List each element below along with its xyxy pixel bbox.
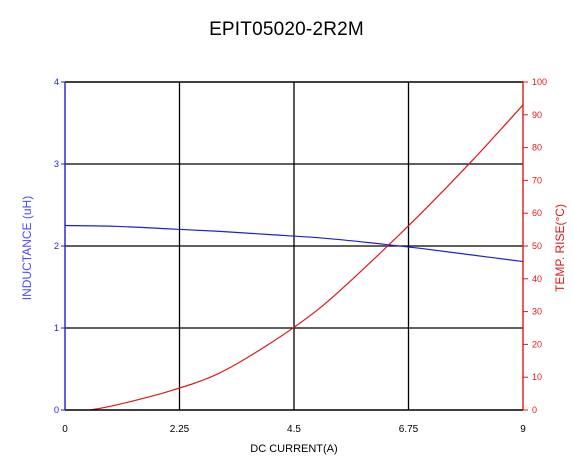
y-tick-label: 2 bbox=[54, 241, 59, 251]
y-tick-label: 0 bbox=[54, 405, 59, 415]
axes bbox=[61, 81, 528, 411]
y2-tick-label: 0 bbox=[532, 405, 537, 415]
x-tick-label: 2.25 bbox=[170, 424, 190, 435]
y2-tick-label: 20 bbox=[532, 339, 542, 349]
y2-tick-label: 30 bbox=[532, 307, 542, 317]
x-axis-label: DC CURRENT(A) bbox=[250, 443, 337, 455]
y2-tick-label: 40 bbox=[532, 274, 542, 284]
y-axis-label: INDUCTANCE (uH) bbox=[20, 196, 34, 300]
y2-axis-label: TEMP. RISE(°C) bbox=[553, 204, 567, 292]
y2-tick-label: 70 bbox=[532, 175, 542, 185]
y2-tick-label: 90 bbox=[532, 110, 542, 120]
y2-tick-label: 80 bbox=[532, 143, 542, 153]
x-tick-label: 0 bbox=[62, 424, 68, 435]
y-tick-label: 1 bbox=[54, 323, 59, 333]
y2-tick-label: 60 bbox=[532, 208, 542, 218]
y2-tick-label: 100 bbox=[532, 77, 547, 87]
chart-title: EPIT05020-2R2M bbox=[209, 19, 364, 40]
y-tick-label: 4 bbox=[54, 77, 59, 87]
x-tick-label: 4.5 bbox=[287, 424, 301, 435]
series-layer bbox=[64, 104, 524, 411]
temp-rise-series-line bbox=[90, 104, 524, 411]
x-tick-label: 6.75 bbox=[399, 424, 419, 435]
inductance-series-line bbox=[64, 224, 524, 263]
y2-tick-label: 50 bbox=[532, 241, 542, 251]
x-tick-label: 9 bbox=[520, 424, 526, 435]
y2-tick-label: 10 bbox=[532, 372, 542, 382]
y-tick-label: 3 bbox=[54, 159, 59, 169]
grid bbox=[65, 82, 523, 410]
